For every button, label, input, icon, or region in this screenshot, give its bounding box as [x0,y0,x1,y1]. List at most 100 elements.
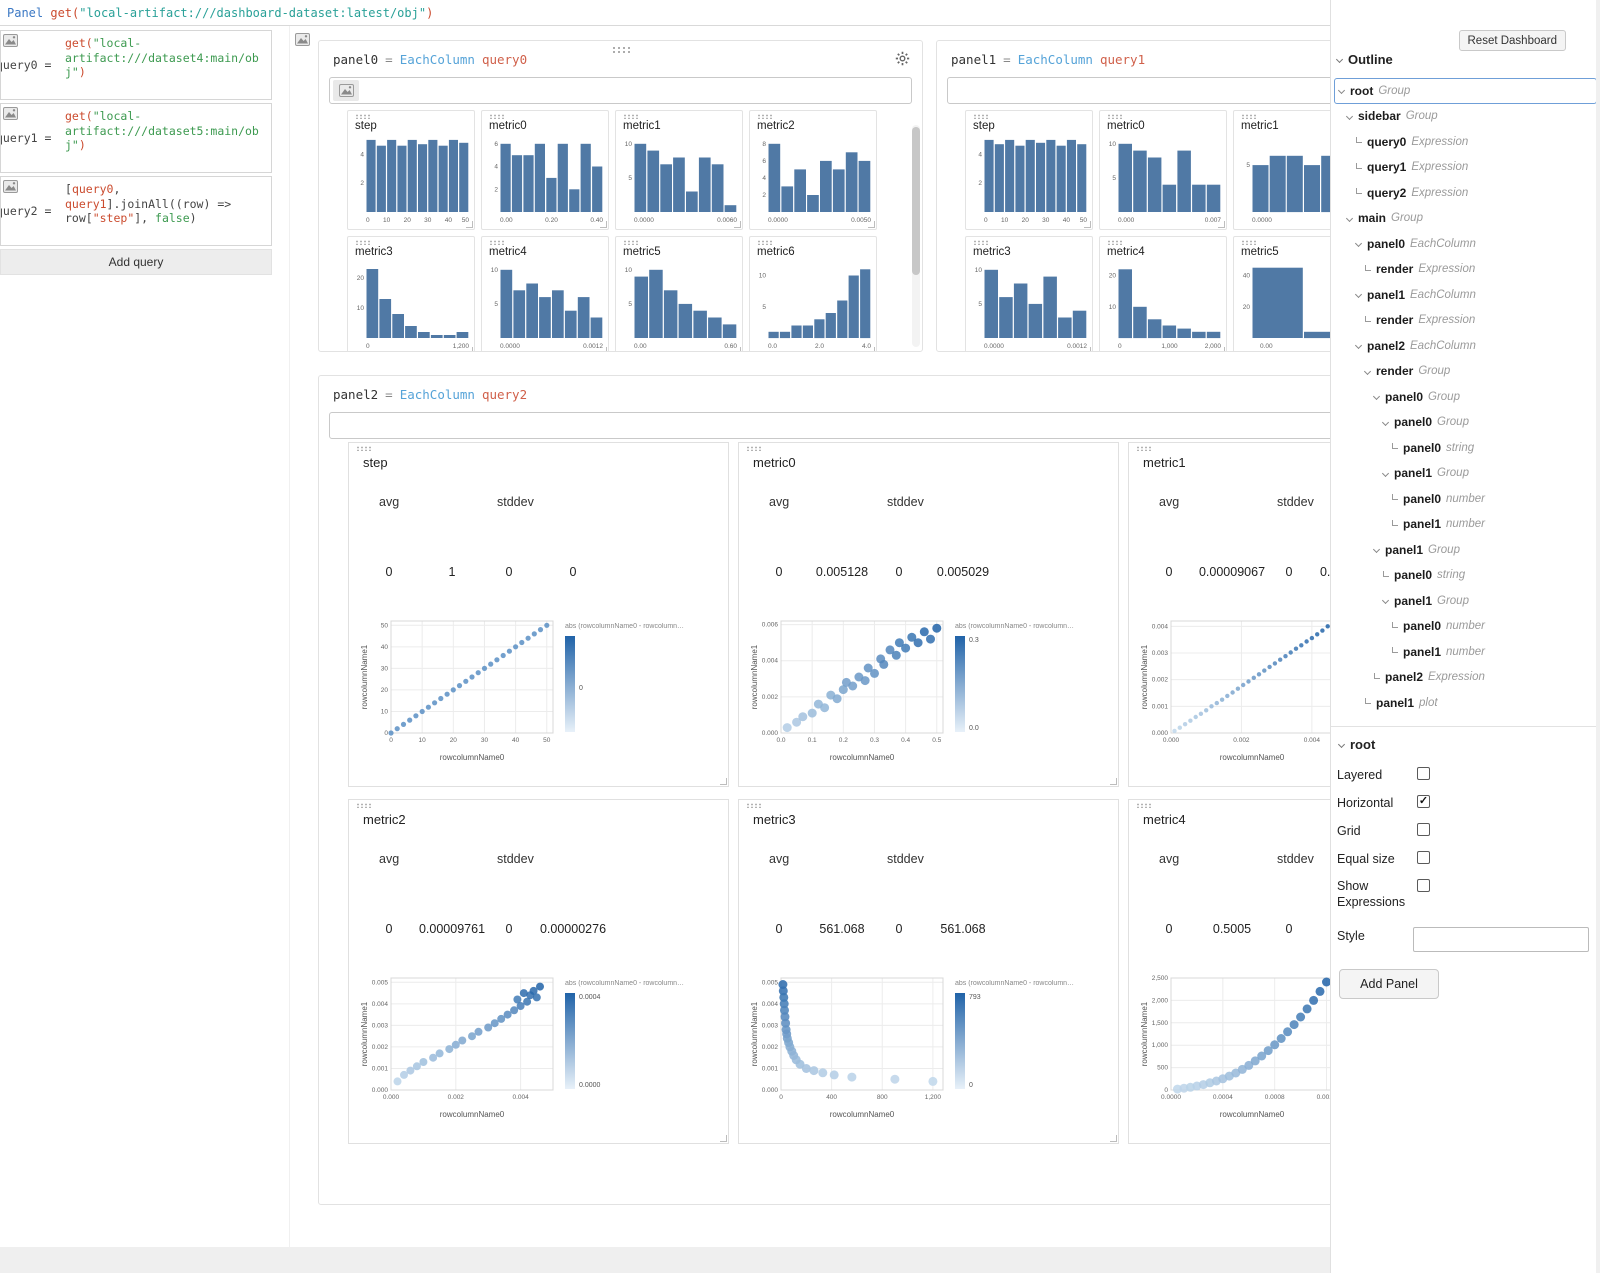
hist-panel-metric2[interactable]: metric2 2 4 6 8 0.0000 0.0050 [749,110,877,230]
outline-item-panel1[interactable]: panel1 plot [1334,690,1597,716]
outline-item-panel2[interactable]: panel2 EachColumn [1334,333,1597,359]
sidebar-scrollbar-track[interactable] [1596,0,1600,1273]
resize-handle-icon[interactable] [1110,1135,1117,1142]
resize-handle-icon[interactable] [1084,221,1091,228]
query-card-query0[interactable]: query0 = get("local-artifact:///dataset4:… [0,30,272,100]
caret-down-icon[interactable] [1354,291,1363,299]
outline-header[interactable]: Outline [1335,52,1393,67]
caret-down-icon[interactable] [1345,112,1354,120]
panel-type-link[interactable]: EachColumn [1017,51,1093,67]
caret-down-icon[interactable] [1337,87,1346,95]
outline-item-sidebar[interactable]: sidebar Group [1334,104,1597,130]
metric-panel-metric2[interactable]: metric2 avg stddev 0 0.00009761 0 0.00000276 0.… [348,799,729,1144]
outline-item-query2[interactable]: query2 Expression [1334,180,1597,206]
caret-down-icon[interactable] [1354,240,1363,248]
query-expression[interactable]: [query0, query1].joinAll((row) => row["ste… [65,182,270,226]
hist-panel-metric3[interactable]: metric3 5 10 0.0000 0.0012 [965,236,1093,351]
checkbox[interactable] [1417,767,1430,780]
caret-down-icon[interactable] [1381,469,1390,477]
config-section-header[interactable]: root [1337,737,1594,752]
caret-down-icon[interactable] [1363,367,1372,375]
drag-handle-icon[interactable] [355,240,370,245]
caret-down-icon[interactable] [1381,418,1390,426]
hist-panel-step[interactable]: step 2 4 0 10 20 30 40 50 [347,110,475,230]
outline-item-panel0[interactable]: panel0 number [1334,614,1597,640]
query-expression[interactable]: get("local-artifact:///dataset4:main/ob j… [65,36,270,80]
metric-panel-metric1[interactable]: metric1 avg stddev 0 0.00009067 0 0.00009067 0.… [1128,442,1330,787]
resize-handle-icon[interactable] [868,221,875,228]
hist-panel-metric5[interactable]: metric5 20 40 0.00 [1233,236,1330,351]
outline-item-panel1[interactable]: panel1 Group [1334,537,1597,563]
drag-handle-icon[interactable] [1107,114,1122,119]
checkbox[interactable] [1417,823,1430,836]
checkbox[interactable] [1417,851,1430,864]
drag-handle-icon[interactable] [746,446,761,451]
checkbox[interactable]: ✓ [1417,795,1430,808]
query-expression[interactable]: get("local-artifact:///dataset5:main/ob j… [65,109,270,153]
caret-down-icon[interactable] [1345,214,1354,222]
resize-handle-icon[interactable] [720,1135,727,1142]
outline-item-panel0[interactable]: panel0 string [1334,563,1597,589]
panel1-expression-bar[interactable] [947,77,1330,104]
drag-handle-icon[interactable] [973,114,988,119]
outline-item-root[interactable]: root Group [1334,78,1597,104]
resize-handle-icon[interactable] [720,778,727,785]
outline-item-panel1[interactable]: panel1 Group [1334,588,1597,614]
panel2-expression-bar[interactable] [329,412,1330,439]
resize-handle-icon[interactable] [1110,778,1117,785]
query-card-query2[interactable]: query2 = [query0, query1].joinAll((row) =>… [0,176,272,246]
drag-handle-icon[interactable] [973,240,988,245]
outline-item-panel0[interactable]: panel0 Group [1334,384,1597,410]
resize-handle-icon[interactable] [466,221,473,228]
caret-down-icon[interactable] [1354,342,1363,350]
panel0-scrollbar[interactable] [912,125,920,347]
hist-panel-metric4[interactable]: metric4 5 10 0.0000 0.0012 [481,236,609,351]
resize-handle-icon[interactable] [868,347,875,351]
drag-handle-icon[interactable] [489,240,504,245]
add-panel-button[interactable]: Add Panel [1339,969,1439,999]
drag-handle-icon[interactable] [1107,240,1122,245]
panel-type-link[interactable]: EachColumn [399,386,475,402]
drag-handle-icon[interactable] [611,46,630,53]
resize-handle-icon[interactable] [734,221,741,228]
resize-handle-icon[interactable] [1084,347,1091,351]
outline-item-panel0[interactable]: panel0 string [1334,435,1597,461]
outline-item-panel0[interactable]: panel0 number [1334,486,1597,512]
outline-item-render[interactable]: render Expression [1334,257,1597,283]
metric-panel-metric0[interactable]: metric0 avg stddev 0 0.005128 0 0.005029 0.0 0.1… [738,442,1119,787]
drag-handle-icon[interactable] [757,240,772,245]
drag-handle-icon[interactable] [355,114,370,119]
panel-panel0[interactable]: panel0 = EachColumn query0 step 2 4 0 10 20 30… [318,40,923,352]
outline-item-render[interactable]: render Expression [1334,308,1597,334]
outline-item-panel0[interactable]: panel0 Group [1334,410,1597,436]
add-query-button[interactable]: Add query [0,249,272,275]
outline-item-panel2[interactable]: panel2 Expression [1334,665,1597,691]
drag-handle-icon[interactable] [623,240,638,245]
caret-down-icon[interactable] [1372,393,1381,401]
drag-handle-icon[interactable] [1136,446,1151,451]
panel0-expression-bar[interactable] [329,77,912,104]
resize-handle-icon[interactable] [734,347,741,351]
query-card-query1[interactable]: query1 = get("local-artifact:///dataset5:… [0,103,272,173]
outline-item-panel1[interactable]: panel1 Group [1334,461,1597,487]
drag-handle-icon[interactable] [356,803,371,808]
hist-panel-metric4[interactable]: metric4 10 20 0 1,000 2,000 [1099,236,1227,351]
outline-item-panel1[interactable]: panel1 number [1334,512,1597,538]
resize-handle-icon[interactable] [1218,221,1225,228]
caret-down-icon[interactable] [1381,597,1390,605]
outline-item-main[interactable]: main Group [1334,206,1597,232]
hist-panel-metric0[interactable]: metric0 5 10 0.000 0.007 [1099,110,1227,230]
drag-handle-icon[interactable] [623,114,638,119]
resize-handle-icon[interactable] [600,221,607,228]
hist-panel-step[interactable]: step 2 4 0 10 20 30 40 50 [965,110,1093,230]
drag-handle-icon[interactable] [489,114,504,119]
drag-handle-icon[interactable] [746,803,761,808]
hist-panel-metric0[interactable]: metric0 2 4 6 0.00 0.20 0.40 [481,110,609,230]
checkbox[interactable] [1417,879,1430,892]
drag-handle-icon[interactable] [1241,240,1256,245]
resize-handle-icon[interactable] [1218,347,1225,351]
resize-handle-icon[interactable] [600,347,607,351]
resize-handle-icon[interactable] [466,347,473,351]
hist-panel-metric5[interactable]: metric5 5 10 0.00 0.60 [615,236,743,351]
metric-panel-step[interactable]: step avg stddev 0 1 0 0 0 10 20 30 40 50 0 10 20 30 40 50 r… [348,442,729,787]
